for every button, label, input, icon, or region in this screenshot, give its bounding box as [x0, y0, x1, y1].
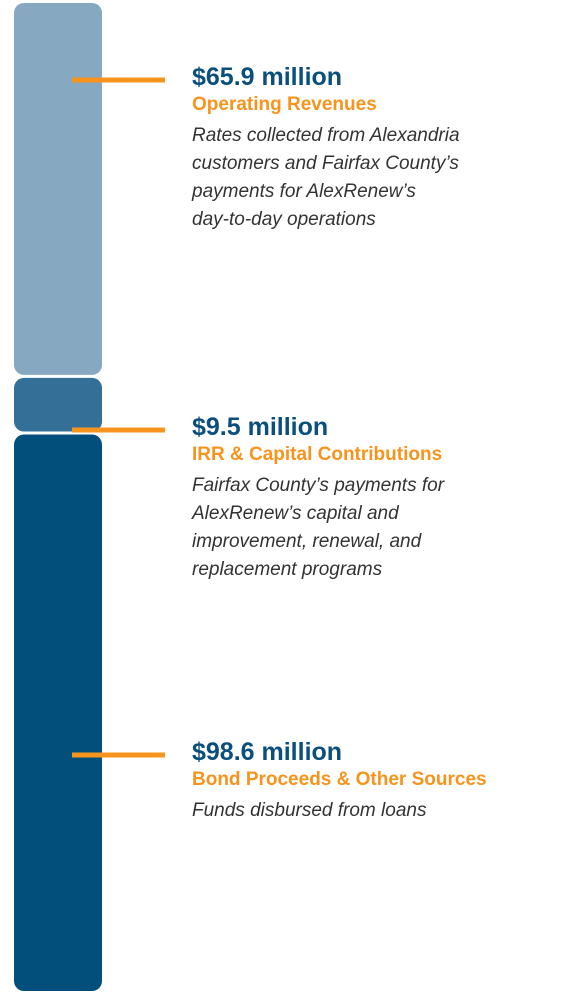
value-label: $65.9 million — [192, 63, 343, 91]
description-line: replacement programs — [192, 559, 383, 580]
label-block: $98.6 million Bond Proceeds & Other Sourc… — [192, 737, 567, 825]
value-label: $9.5 million — [192, 413, 329, 441]
description: Funds disbursed from loans — [192, 797, 567, 825]
description-line: day-to-day operations — [192, 209, 376, 230]
description: Fairfax County’s payments for AlexRenew’s… — [192, 472, 567, 584]
description-line: Rates collected from Alexandria — [192, 125, 460, 146]
bar-segment — [14, 3, 102, 375]
description-line: Funds disbursed from loans — [192, 800, 427, 821]
description-line: payments for AlexRenew’s — [192, 181, 416, 202]
segment-name: Bond Proceeds & Other Sources — [192, 769, 487, 790]
description-line: AlexRenew’s capital and — [192, 503, 399, 524]
description-line: customers and Fairfax County’s — [192, 153, 459, 174]
description-line: improvement, renewal, and — [192, 531, 422, 552]
bar-segment — [14, 377, 102, 432]
description: Rates collected from Alexandria customers… — [192, 122, 567, 234]
label-block: $9.5 million IRR & Capital Contributions F… — [192, 412, 567, 584]
value-label: $98.6 million — [192, 738, 343, 766]
bar-segment — [14, 434, 102, 991]
segment-name: IRR & Capital Contributions — [192, 444, 443, 465]
label-block: $65.9 million Operating Revenues Rates col… — [192, 62, 567, 234]
description-line: Fairfax County’s payments for — [192, 475, 445, 496]
segment-name: Operating Revenues — [192, 94, 377, 115]
